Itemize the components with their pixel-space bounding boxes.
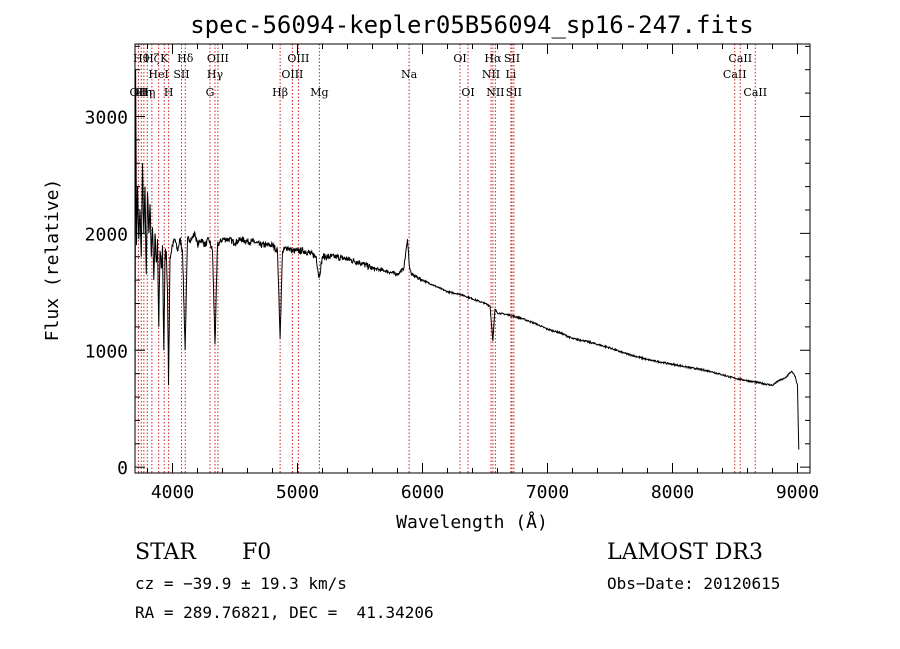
- obs-date-text: Obs−Date: 20120615: [607, 574, 781, 593]
- line-marker-label: Hη: [139, 86, 155, 99]
- line-marker-label: Hθ: [133, 52, 150, 65]
- line-marker-label: Li: [505, 68, 516, 81]
- line-marker-label: H: [164, 86, 174, 99]
- line-marker-label: SII: [173, 68, 189, 81]
- x-tick-label: 7000: [526, 482, 569, 503]
- y-axis-label: Flux (relative): [42, 179, 63, 342]
- line-marker-label: CaII: [723, 68, 747, 81]
- y-tick-label: 2000: [85, 224, 128, 245]
- line-marker-label: NII: [482, 68, 500, 81]
- line-marker-label: Hβ: [272, 86, 288, 99]
- chart-title: spec-56094-kepler05B56094_sp16-247.fits: [190, 11, 754, 39]
- object-class: STAR: [135, 540, 196, 565]
- x-tick-label: 5000: [276, 482, 319, 503]
- line-marker-label: OIII: [287, 52, 309, 65]
- plot-frame: [134, 43, 811, 474]
- x-axis-label: Wavelength (Å): [396, 511, 548, 533]
- axes: 4000 5000 6000 7000 8000 9000 0 1000 2000 3000: [85, 43, 819, 503]
- line-marker-label: OI: [461, 86, 474, 99]
- x-tick-label: 4000: [151, 482, 194, 503]
- flux-series-line: [134, 69, 800, 450]
- x-tick-label: 9000: [776, 482, 819, 503]
- line-marker-label: Na: [401, 68, 418, 81]
- line-marker-label: Mg: [310, 86, 328, 99]
- line-marker-label: SII: [506, 86, 522, 99]
- redshift-text: cz = −39.9 ± 19.3 km/s: [135, 574, 347, 593]
- line-marker-label: CaII: [728, 52, 752, 65]
- x-tick-label: 8000: [651, 482, 694, 503]
- x-tick-label: 6000: [401, 482, 444, 503]
- line-marker-label: OII: [130, 86, 148, 99]
- y-tick-label: 1000: [85, 341, 128, 362]
- y-tick-label: 0: [117, 458, 128, 479]
- line-marker-label: G: [206, 86, 215, 99]
- emission-line-markers: OIIHθHηHηHζHeIKHSIIHδGHγOIIIHβOIIIOIIIMg…: [130, 44, 767, 473]
- line-marker-label: K: [160, 52, 169, 65]
- survey-name: LAMOST DR3: [607, 540, 763, 565]
- line-marker-label: Hγ: [207, 68, 224, 81]
- line-marker-label: OI: [453, 52, 466, 65]
- line-marker-label: SII: [504, 52, 520, 65]
- y-tick-label: 3000: [85, 107, 128, 128]
- line-marker-label: Hη: [136, 86, 152, 99]
- line-marker-label: CaII: [743, 86, 767, 99]
- line-marker-label: Hζ: [144, 52, 160, 65]
- line-marker-label: OIII: [207, 52, 229, 65]
- line-marker-label: Hα: [484, 52, 502, 65]
- line-marker-label: HeI: [148, 68, 168, 81]
- spectral-subclass: F0: [242, 540, 272, 565]
- coordinates-text: RA = 289.76821, DEC = 41.34206: [135, 603, 434, 622]
- line-marker-label: Hδ: [177, 52, 194, 65]
- line-marker-label: NII: [486, 86, 504, 99]
- line-marker-label: OIII: [281, 68, 303, 81]
